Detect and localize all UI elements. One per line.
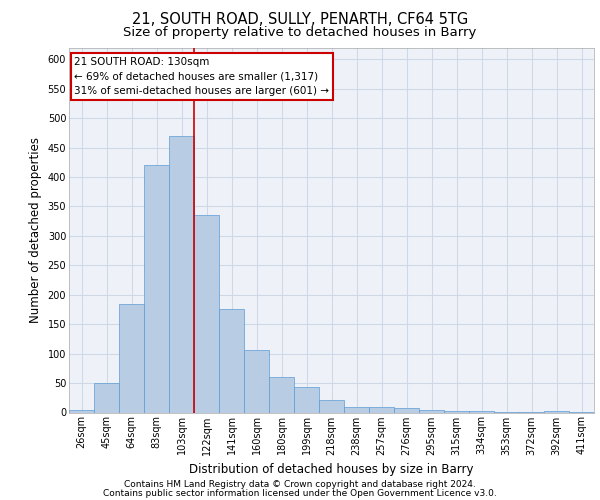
Bar — [294, 387, 319, 412]
Bar — [344, 406, 369, 412]
Bar — [419, 410, 444, 412]
Bar — [94, 383, 119, 412]
Text: 21 SOUTH ROAD: 130sqm
← 69% of detached houses are smaller (1,317)
31% of semi-d: 21 SOUTH ROAD: 130sqm ← 69% of detached … — [74, 56, 329, 96]
Text: Size of property relative to detached houses in Barry: Size of property relative to detached ho… — [124, 26, 476, 39]
Bar — [219, 310, 244, 412]
X-axis label: Distribution of detached houses by size in Barry: Distribution of detached houses by size … — [189, 463, 474, 476]
Bar — [269, 377, 294, 412]
Bar — [144, 165, 169, 412]
Y-axis label: Number of detached properties: Number of detached properties — [29, 137, 42, 323]
Text: Contains HM Land Registry data © Crown copyright and database right 2024.: Contains HM Land Registry data © Crown c… — [124, 480, 476, 489]
Bar — [169, 136, 194, 412]
Bar — [369, 406, 394, 412]
Text: Contains public sector information licensed under the Open Government Licence v3: Contains public sector information licen… — [103, 488, 497, 498]
Bar — [194, 216, 219, 412]
Bar — [394, 408, 419, 412]
Bar — [244, 350, 269, 412]
Bar — [119, 304, 144, 412]
Bar — [444, 410, 469, 412]
Bar — [319, 400, 344, 412]
Text: 21, SOUTH ROAD, SULLY, PENARTH, CF64 5TG: 21, SOUTH ROAD, SULLY, PENARTH, CF64 5TG — [132, 12, 468, 28]
Bar — [69, 410, 94, 412]
